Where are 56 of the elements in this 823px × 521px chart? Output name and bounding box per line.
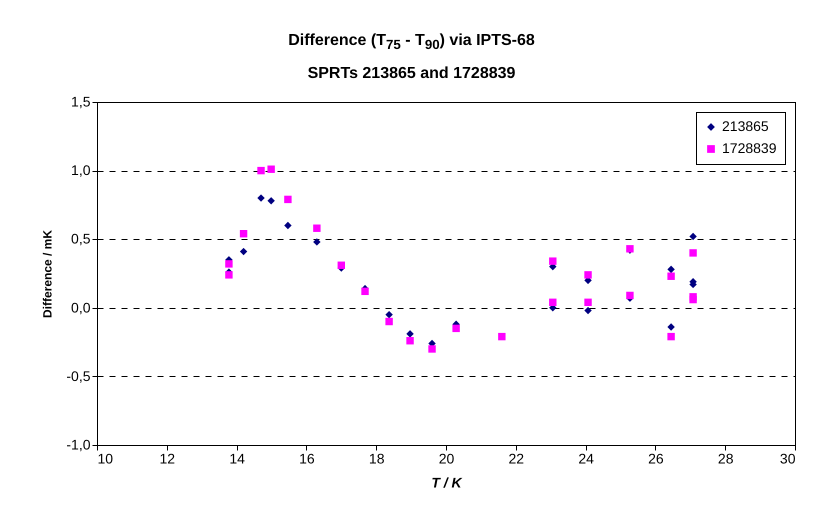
chart-subtitle: SPRTs 213865 and 1728839 bbox=[306, 64, 516, 84]
legend-label: 1728839 bbox=[722, 140, 777, 156]
point bbox=[584, 271, 592, 279]
point bbox=[257, 194, 265, 202]
y-tick-label: 0,0 bbox=[71, 299, 91, 316]
point bbox=[689, 296, 697, 304]
point bbox=[313, 224, 321, 232]
point bbox=[225, 260, 233, 268]
point bbox=[361, 288, 369, 296]
point bbox=[257, 166, 265, 174]
chart-title: Difference (T$_{75}$ - T$_{90}$) via IPTS-68 bbox=[287, 31, 536, 54]
point bbox=[313, 238, 321, 246]
point bbox=[284, 222, 292, 230]
point bbox=[689, 232, 697, 240]
point bbox=[549, 298, 556, 306]
point bbox=[240, 230, 248, 238]
x-tick-label: 20 bbox=[438, 450, 454, 466]
x-tick-label: 26 bbox=[648, 450, 664, 466]
point bbox=[225, 271, 233, 279]
x-axis-title: T / K bbox=[431, 474, 463, 490]
y-tick-label: -0,5 bbox=[66, 368, 91, 384]
point bbox=[240, 248, 248, 256]
point bbox=[267, 166, 275, 173]
point bbox=[385, 318, 393, 326]
point bbox=[284, 196, 292, 204]
point bbox=[549, 257, 556, 265]
x-tick-label: 18 bbox=[368, 450, 385, 466]
x-tick-label: 30 bbox=[780, 450, 796, 466]
y-tick-label: -1,0 bbox=[66, 436, 91, 452]
x-tick-label: 24 bbox=[578, 450, 594, 466]
x-tick-label: 16 bbox=[299, 450, 315, 466]
x-tick-label: 14 bbox=[229, 450, 246, 466]
point bbox=[626, 292, 634, 300]
x-tick-label: 12 bbox=[160, 450, 176, 466]
y-tick-label: 0,5 bbox=[71, 230, 91, 247]
point bbox=[689, 249, 697, 257]
y-tick-label: 1,5 bbox=[71, 94, 91, 110]
point bbox=[584, 306, 592, 314]
x-tick-label: 28 bbox=[718, 450, 734, 466]
point bbox=[498, 332, 506, 340]
point bbox=[385, 310, 393, 318]
point bbox=[667, 332, 675, 340]
y-tick-label: 1,0 bbox=[71, 162, 91, 178]
point bbox=[584, 298, 592, 306]
x-tick-label: 22 bbox=[508, 450, 524, 466]
y-axis-title: Difference / mK bbox=[40, 230, 54, 318]
point bbox=[667, 266, 675, 274]
point bbox=[338, 262, 346, 269]
point bbox=[267, 197, 275, 204]
point bbox=[452, 324, 460, 332]
point bbox=[406, 337, 414, 344]
point bbox=[406, 330, 414, 338]
x-tick-label: 10 bbox=[98, 450, 114, 466]
point bbox=[667, 272, 675, 280]
legend-label: 213865 bbox=[722, 118, 769, 134]
point bbox=[667, 323, 675, 331]
